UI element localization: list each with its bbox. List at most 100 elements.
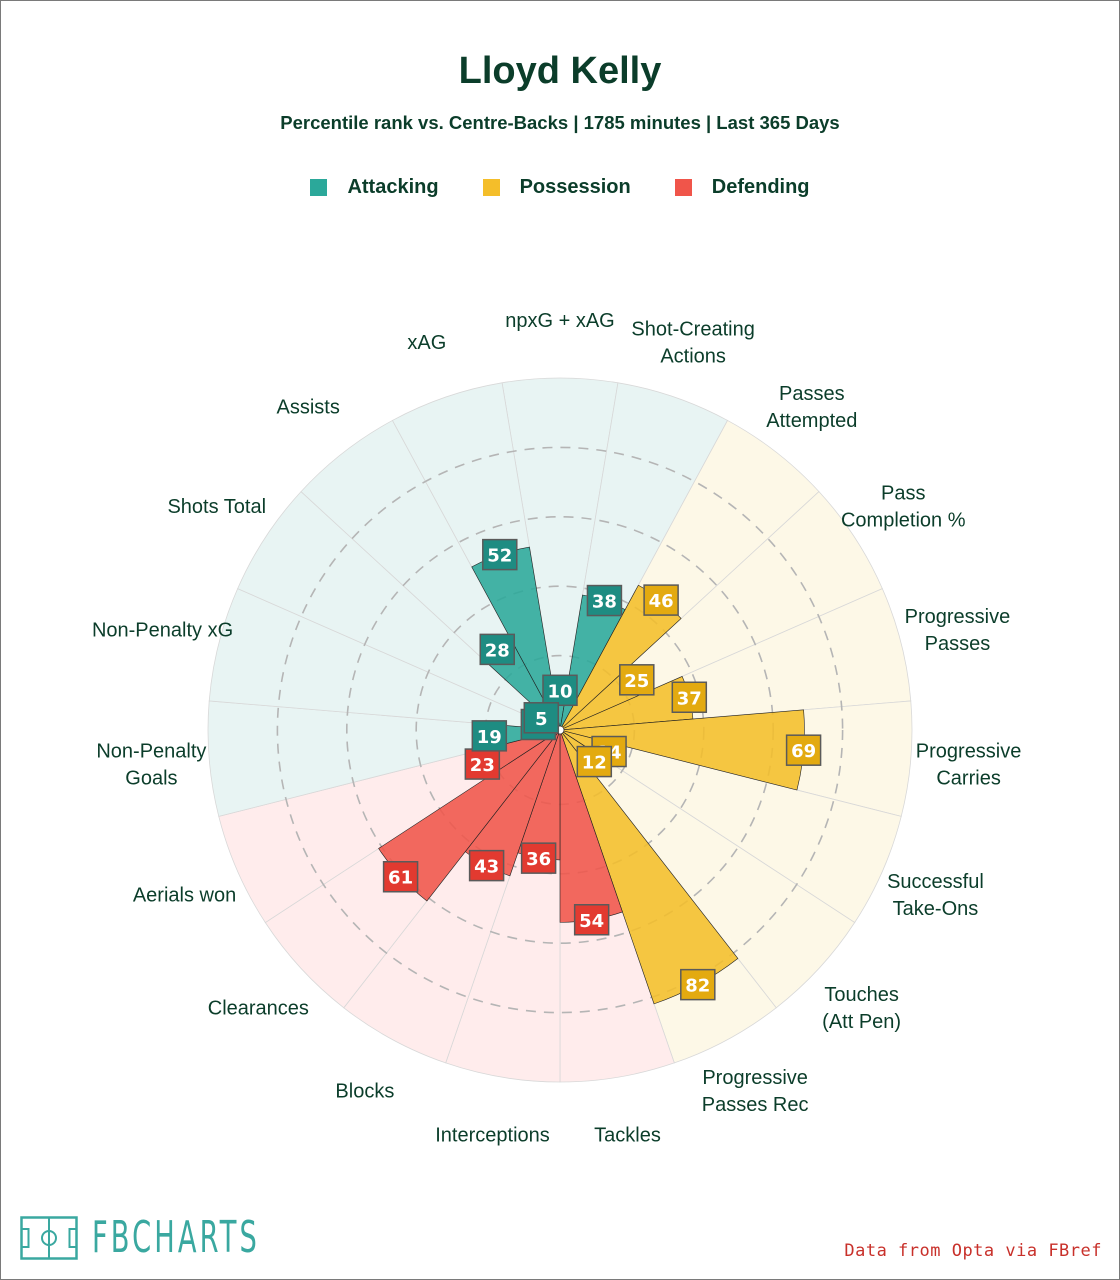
- value-label-1: 38: [586, 584, 623, 617]
- axis-label-line: npxG + xAG: [505, 310, 615, 332]
- axis-label-line: Progressive: [702, 1067, 808, 1089]
- value-label-4: 37: [671, 681, 708, 714]
- logo-text: FBCHARTS: [92, 1212, 260, 1263]
- value-label-box-17: [479, 633, 516, 666]
- value-label-box-1: [586, 584, 623, 617]
- axis-label-8: Progressive Passes Rec: [702, 1067, 809, 1116]
- axis-label-16: Shots Total: [167, 496, 266, 518]
- axis-label-line: Passes: [779, 383, 845, 405]
- value-label-text-18: 52: [487, 546, 512, 567]
- value-label-box-2: [643, 584, 679, 616]
- axis-label-line: Attempted: [766, 410, 857, 432]
- value-label-text-1: 38: [592, 592, 617, 613]
- background-sectors: [207, 377, 913, 1083]
- value-label-box-8: [680, 968, 716, 1001]
- axis-label-6: Successful Take-Ons: [887, 871, 984, 920]
- axis-label-15: Non-Penalty xG: [92, 619, 233, 641]
- value-label-box-3: [619, 664, 655, 696]
- axis-label-12: Clearances: [208, 998, 309, 1020]
- chart-subtitle: Percentile rank vs. Centre-Backs | 1785 …: [280, 112, 840, 133]
- legend: Attacking Possession Defending: [0, 176, 1120, 199]
- value-label-box-10: [520, 842, 557, 874]
- axis-label-line: Completion %: [841, 509, 966, 531]
- value-label-box-11: [468, 849, 505, 882]
- value-label-box-12: [382, 860, 419, 893]
- axis-label-line: Shots Total: [167, 496, 266, 518]
- value-label-text-3: 25: [624, 671, 649, 692]
- value-label-box-13: [464, 748, 501, 780]
- axis-label-line: Passes Rec: [702, 1094, 809, 1116]
- fbcharts-logo: FBCHARTS: [20, 1216, 363, 1260]
- axis-label-7: Touches (Att Pen): [822, 984, 901, 1033]
- value-labels: 103846253769141282543643612319552852: [382, 538, 822, 1001]
- pitch-logo-icon: [20, 1216, 78, 1260]
- value-label-box-0: [542, 674, 578, 707]
- value-label-box-4: [671, 681, 708, 714]
- value-label-text-14: 19: [477, 727, 502, 748]
- axis-label-line: Non-Penalty: [96, 740, 206, 762]
- value-label-11: 43: [468, 849, 505, 882]
- legend-item-possession: Possession: [482, 176, 631, 199]
- value-label-14: 19: [471, 720, 508, 752]
- axis-label-line: Take-Ons: [893, 898, 979, 920]
- value-label-text-8: 82: [685, 976, 710, 997]
- axis-label-13: Aerials won: [133, 885, 236, 907]
- value-label-text-11: 43: [474, 857, 499, 878]
- value-label-12: 61: [382, 860, 419, 893]
- value-label-text-9: 54: [579, 911, 604, 932]
- axis-label-line: (Att Pen): [822, 1011, 901, 1033]
- value-label-text-12: 61: [388, 868, 413, 889]
- value-label-2: 46: [643, 584, 679, 616]
- value-label-box-5: [785, 734, 822, 766]
- axis-label-line: Clearances: [208, 998, 309, 1020]
- axis-label-line: Non-Penalty xG: [92, 619, 233, 641]
- value-label-text-17: 28: [485, 640, 510, 661]
- value-label-box-7: [576, 745, 613, 778]
- axis-label-5: Progressive Carries: [916, 740, 1022, 789]
- value-label-18: 52: [482, 538, 518, 571]
- legend-label-attacking: Attacking: [347, 176, 439, 198]
- axis-label-line: Successful: [887, 871, 984, 893]
- value-label-8: 82: [680, 968, 716, 1001]
- value-label-box-9: [573, 904, 610, 936]
- value-label-text-5: 69: [791, 741, 816, 762]
- axis-label-17: Assists: [277, 396, 340, 418]
- value-label-text-2: 46: [649, 591, 674, 612]
- legend-item-attacking: Attacking: [310, 176, 439, 199]
- grid-ring-80: [276, 446, 844, 1014]
- axis-label-line: Carries: [936, 767, 1000, 789]
- axis-label-11: Blocks: [335, 1081, 394, 1103]
- axis-label-line: Pass: [881, 482, 925, 504]
- value-label-13: 23: [464, 748, 501, 780]
- axis-label-line: Progressive: [916, 740, 1022, 762]
- axis-label-line: Passes: [925, 633, 991, 655]
- axis-label-2: Passes Attempted: [766, 383, 857, 432]
- value-label-5: 69: [785, 734, 822, 766]
- value-label-box-18: [482, 538, 518, 571]
- legend-swatch-possession: [482, 179, 500, 196]
- axis-label-1: Shot-Creating Actions: [631, 319, 754, 368]
- axis-label-line: Shot-Creating: [631, 319, 754, 341]
- axis-label-line: Progressive: [905, 606, 1011, 628]
- value-label-box-14: [471, 720, 508, 752]
- value-label-text-0: 10: [547, 681, 572, 702]
- value-label-text-13: 23: [470, 755, 495, 776]
- axis-label-3: Pass Completion %: [841, 482, 966, 531]
- value-label-text-4: 37: [677, 688, 702, 709]
- axis-label-4: Progressive Passes: [905, 606, 1011, 655]
- axis-label-line: xAG: [407, 332, 446, 354]
- axis-label-line: Tackles: [594, 1124, 661, 1146]
- value-label-10: 36: [520, 842, 557, 874]
- axis-label-0: npxG + xAG: [505, 310, 615, 332]
- data-credit: Data from Opta via FBref: [844, 1241, 1102, 1261]
- axis-label-line: Goals: [125, 767, 177, 789]
- value-label-7: 12: [576, 745, 613, 778]
- axis-label-18: xAG: [407, 332, 446, 354]
- legend-swatch-attacking: [310, 179, 328, 196]
- value-label-9: 54: [573, 904, 610, 936]
- axis-label-line: Aerials won: [133, 885, 236, 907]
- axis-label-line: Assists: [277, 396, 340, 418]
- value-label-text-16: 5: [535, 709, 548, 730]
- value-label-0: 10: [542, 674, 578, 707]
